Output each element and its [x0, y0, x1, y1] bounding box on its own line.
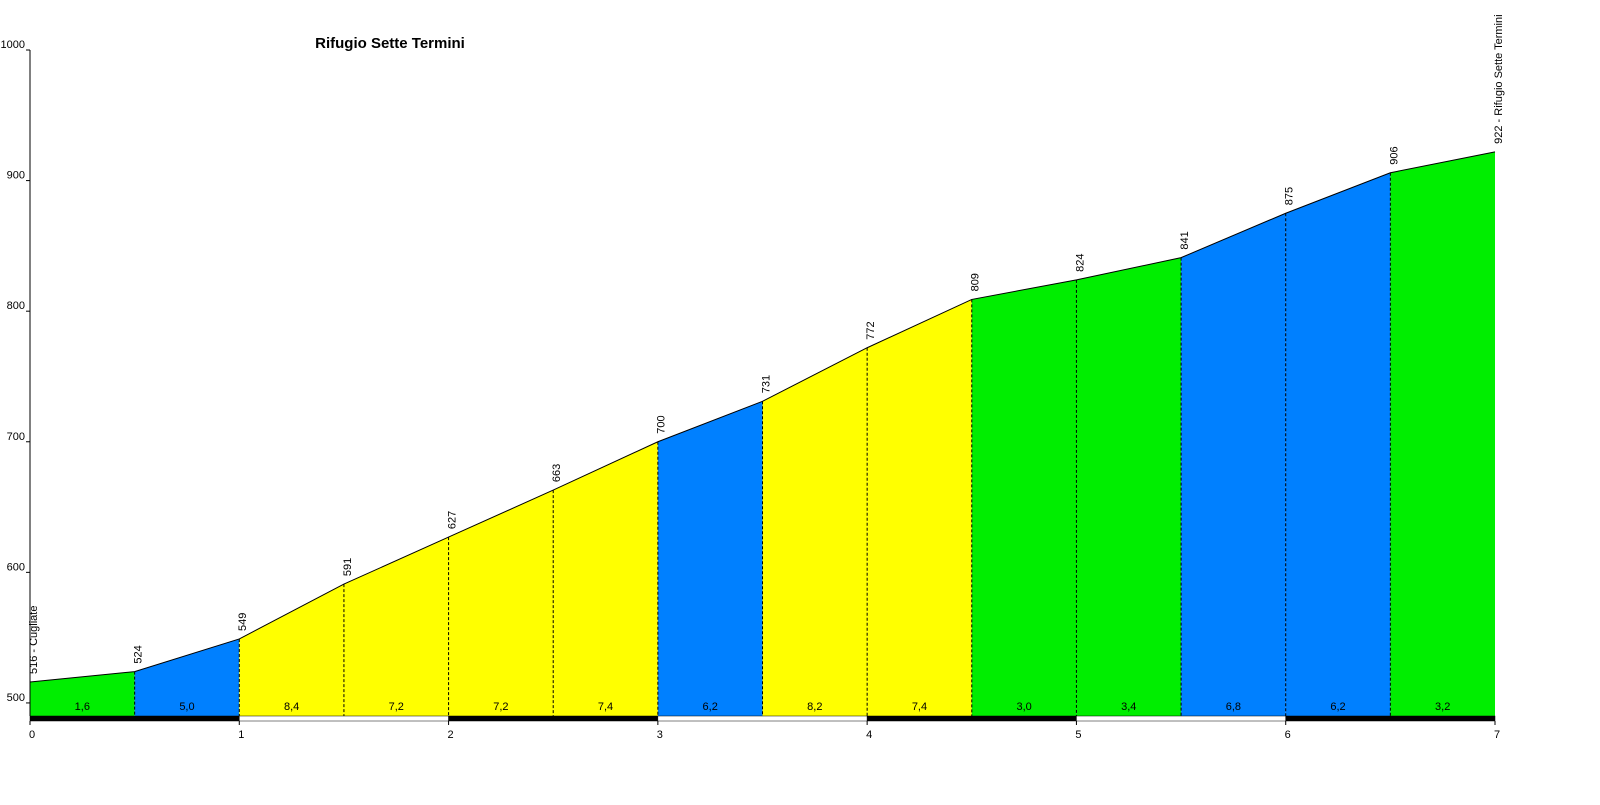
elevation-label: 627 — [446, 511, 458, 529]
km-stripe — [1076, 715, 1286, 722]
segment-area — [1285, 172, 1391, 717]
x-tick-label: 4 — [866, 729, 872, 741]
km-stripe — [448, 715, 659, 722]
y-tick-label: 800 — [7, 300, 25, 312]
elevation-label: 809 — [970, 273, 982, 291]
elevation-label: 549 — [237, 613, 249, 631]
segment-area — [553, 441, 658, 716]
gradient-label: 3,0 — [1016, 701, 1031, 713]
y-tick-label: 500 — [7, 692, 25, 704]
segment-area — [867, 299, 972, 716]
km-stripe — [29, 715, 240, 722]
gradient-label: 7,2 — [389, 701, 404, 713]
x-tick-label: 3 — [657, 729, 663, 741]
km-stripe — [657, 715, 868, 722]
elevation-label: 922 - Rifugio Sette Termini — [1493, 14, 1505, 143]
elevation-label: 524 — [133, 645, 145, 663]
x-tick-label: 2 — [448, 729, 454, 741]
elevation-label: 516 - Cugliate — [28, 606, 40, 675]
elevation-label: 700 — [656, 415, 668, 433]
km-stripe — [239, 715, 449, 722]
segment-area — [239, 584, 344, 716]
gradient-label: 6,2 — [1330, 701, 1345, 713]
km-stripe — [1285, 715, 1496, 722]
elevation-label: 906 — [1388, 146, 1400, 164]
x-tick-label: 6 — [1285, 729, 1291, 741]
segment-area — [134, 638, 240, 716]
segment-area — [448, 490, 554, 716]
x-tick-label: 5 — [1075, 729, 1081, 741]
segment-area — [1390, 151, 1495, 716]
segment-area — [1076, 257, 1182, 716]
segment-area — [30, 671, 135, 716]
segment-area — [971, 279, 1077, 716]
gradient-label: 7,4 — [598, 701, 613, 713]
segment-area — [657, 401, 763, 716]
elevation-label: 824 — [1074, 253, 1086, 271]
elevation-label: 663 — [551, 464, 563, 482]
segment-area — [343, 537, 449, 716]
gradient-label: 7,2 — [493, 701, 508, 713]
y-tick-label: 600 — [7, 561, 25, 573]
gradient-label: 5,0 — [179, 701, 194, 713]
segment-area — [762, 347, 868, 716]
x-tick-label: 7 — [1494, 729, 1500, 741]
elevation-label: 591 — [342, 558, 354, 576]
gradient-label: 8,2 — [807, 701, 822, 713]
gradient-label: 6,2 — [703, 701, 718, 713]
y-tick-label: 1000 — [1, 39, 25, 51]
gradient-label: 6,8 — [1226, 701, 1241, 713]
elevation-label: 841 — [1179, 231, 1191, 249]
elevation-label: 772 — [865, 321, 877, 339]
profile-line — [29, 151, 1496, 683]
chart-title: Rifugio Sette Termini — [315, 35, 465, 52]
gradient-label: 1,6 — [75, 701, 90, 713]
y-tick-label: 900 — [7, 170, 25, 182]
elevation-label: 731 — [760, 375, 772, 393]
segment-area — [1181, 213, 1286, 716]
gradient-label: 3,2 — [1435, 701, 1450, 713]
elevation-label: 875 — [1284, 187, 1296, 205]
gradient-label: 8,4 — [284, 701, 299, 713]
gradient-label: 3,4 — [1121, 701, 1136, 713]
x-tick-label: 1 — [238, 729, 244, 741]
y-tick-label: 700 — [7, 431, 25, 443]
km-stripe — [866, 715, 1077, 722]
x-tick-label: 0 — [29, 729, 35, 741]
gradient-label: 7,4 — [912, 701, 927, 713]
